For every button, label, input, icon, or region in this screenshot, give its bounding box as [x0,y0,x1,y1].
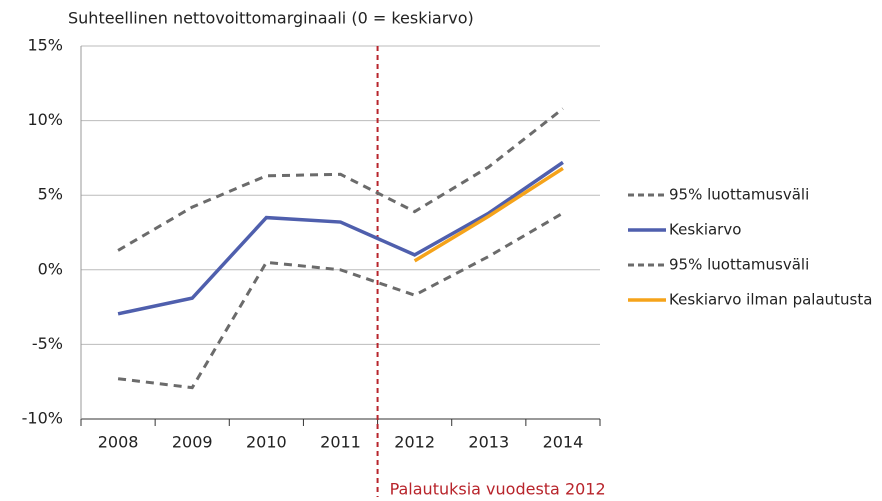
x-tick-label: 2014 [543,433,584,452]
series-line [117,160,564,316]
x-tick-label: 2009 [172,433,213,452]
x-tick-label: 2011 [320,433,361,452]
x-tick-label: 2012 [394,433,435,452]
series-line [117,211,564,390]
y-tick-label: 0% [38,259,63,278]
y-tick-label: -10% [22,409,63,428]
annotation: Palautuksia vuodesta 2012 [390,480,606,499]
legend-label: Keskiarvo ilman palautusta [669,291,872,309]
y-tick-label: 5% [38,185,63,204]
x-tick-label: 2008 [98,433,139,452]
series-line [117,107,564,252]
x-tick-label: 2010 [246,433,287,452]
series-line [413,166,564,263]
y-tick-label: 15% [27,36,63,55]
y-tick-label: 10% [27,110,63,129]
chart-title: Suhteellinen nettovoittomarginaali (0 = … [68,9,474,28]
legend-label: 95% luottamusväli [669,256,809,274]
x-tick-label: 2013 [468,433,509,452]
legend-label: 95% luottamusväli [669,186,809,204]
y-tick-label: -5% [32,334,63,353]
legend-label: Keskiarvo [669,221,741,239]
